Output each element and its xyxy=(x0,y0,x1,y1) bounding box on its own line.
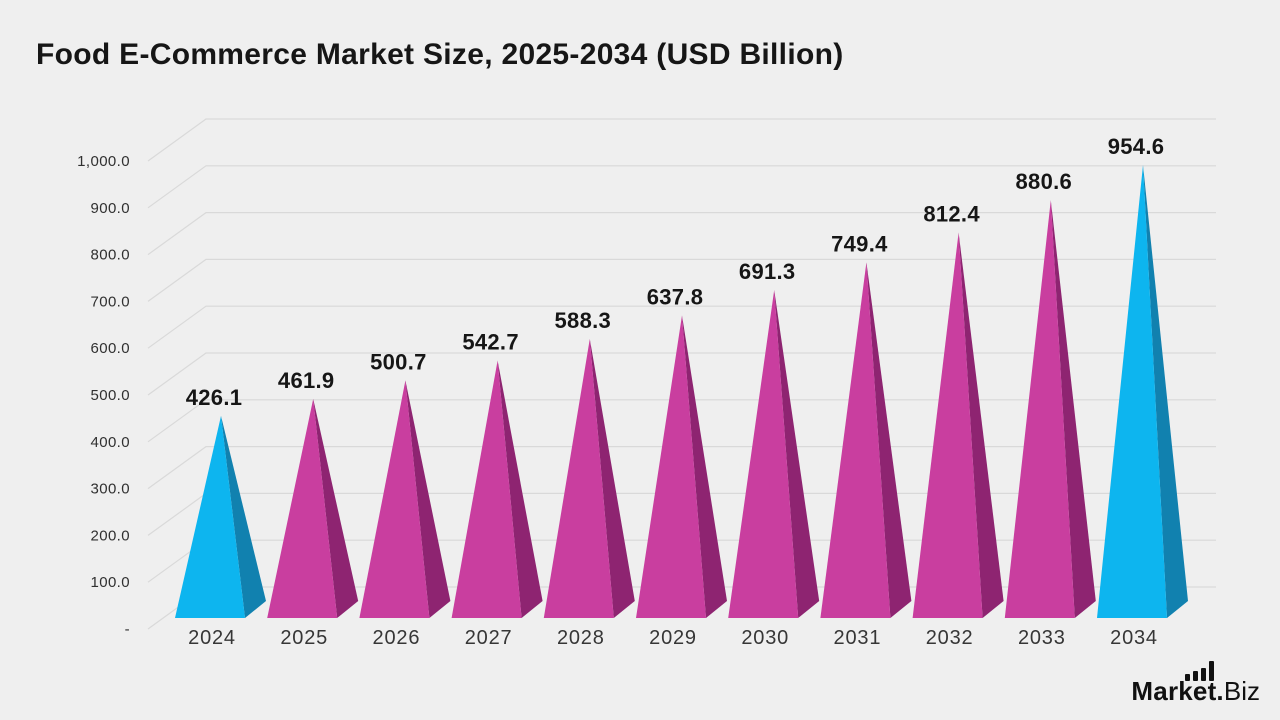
value-label-2028: 588.3 xyxy=(555,308,612,333)
bar-chart-icon-bar xyxy=(1185,674,1190,681)
value-label-2030: 691.3 xyxy=(739,259,796,284)
cone-front-face-2029 xyxy=(636,315,706,618)
x-axis-label-2031: 2031 xyxy=(834,627,882,649)
logo-text-light: Biz xyxy=(1223,676,1260,706)
cone-front-face-2025 xyxy=(267,398,338,618)
cone-front-face-2027 xyxy=(451,360,522,618)
cone-side-face-2033 xyxy=(1050,200,1096,618)
cone-side-face-2032 xyxy=(958,232,1004,618)
y-axis-tick-label: 500.0 xyxy=(90,387,130,404)
cone-front-face-2024 xyxy=(175,415,245,618)
y-axis-tick-label: 100.0 xyxy=(90,574,130,591)
cone-front-face-2033 xyxy=(1004,200,1075,618)
cone-side-face-2026 xyxy=(405,380,451,618)
x-axis-label-2027: 2027 xyxy=(465,627,513,649)
x-axis-label-2025: 2025 xyxy=(280,627,328,649)
cone-side-face-2031 xyxy=(866,262,912,618)
cone-side-face-2028 xyxy=(589,338,635,618)
logo-text-bold: Market. xyxy=(1131,676,1224,706)
y-axis-tick-label: 1,000.0 xyxy=(77,153,130,170)
value-label-2024: 426.1 xyxy=(186,385,243,410)
brand-logo-text: Market.Biz xyxy=(1131,678,1260,704)
value-label-2026: 500.7 xyxy=(370,349,427,374)
value-label-2034: 954.6 xyxy=(1108,134,1165,159)
cone-front-face-2030 xyxy=(728,289,799,618)
x-axis-label-2034: 2034 xyxy=(1110,627,1158,649)
x-axis-label-2024: 2024 xyxy=(188,627,236,649)
bar-chart-icon-bar xyxy=(1193,671,1198,681)
cone-side-face-2034 xyxy=(1143,165,1188,618)
value-label-2033: 880.6 xyxy=(1016,169,1073,194)
y-axis-tick-label: 700.0 xyxy=(90,293,130,310)
x-axis-label-2030: 2030 xyxy=(741,627,789,649)
x-axis-label-2029: 2029 xyxy=(649,627,697,649)
y-axis-tick-label: 300.0 xyxy=(90,481,130,498)
x-axis-label-2026: 2026 xyxy=(373,627,421,649)
cone-side-face-2029 xyxy=(682,315,727,618)
cone-front-face-2034 xyxy=(1097,165,1167,618)
y-axis-tick-label: 400.0 xyxy=(90,434,130,451)
gridline xyxy=(147,212,1216,256)
x-axis-label-2032: 2032 xyxy=(926,627,974,649)
gridline xyxy=(147,165,1216,209)
cone-side-face-2024 xyxy=(221,415,266,618)
cone-front-face-2026 xyxy=(359,380,430,618)
cone-front-face-2028 xyxy=(543,338,614,618)
value-label-2029: 637.8 xyxy=(647,284,704,309)
x-axis-label-2033: 2033 xyxy=(1018,627,1066,649)
value-label-2031: 749.4 xyxy=(831,231,888,256)
value-label-2027: 542.7 xyxy=(462,329,519,354)
brand-logo: Market.Biz xyxy=(1080,654,1260,704)
bar-chart-icon-bar xyxy=(1201,668,1206,681)
gridline xyxy=(147,305,1216,349)
y-axis-tick-label: 900.0 xyxy=(90,200,130,217)
cone-side-face-2027 xyxy=(497,360,543,618)
y-axis-tick-label: 600.0 xyxy=(90,340,130,357)
gridline xyxy=(147,118,1216,162)
cone-front-face-2031 xyxy=(820,262,891,618)
gridline xyxy=(147,258,1216,302)
bar-chart-icon xyxy=(1185,661,1214,681)
value-label-2032: 812.4 xyxy=(923,202,980,227)
gridline xyxy=(147,352,1216,396)
bar-chart-icon-bar xyxy=(1209,661,1214,681)
y-axis-tick-label: 200.0 xyxy=(90,527,130,544)
cone-front-face-2032 xyxy=(912,232,983,618)
y-axis-tick-label: - xyxy=(125,621,130,638)
x-axis-label-2028: 2028 xyxy=(557,627,605,649)
value-label-2025: 461.9 xyxy=(278,368,335,393)
chart-title: Food E-Commerce Market Size, 2025-2034 (… xyxy=(36,38,844,71)
cone-side-face-2025 xyxy=(313,398,359,618)
y-axis-tick-label: 800.0 xyxy=(90,247,130,264)
cone-side-face-2030 xyxy=(774,289,820,618)
